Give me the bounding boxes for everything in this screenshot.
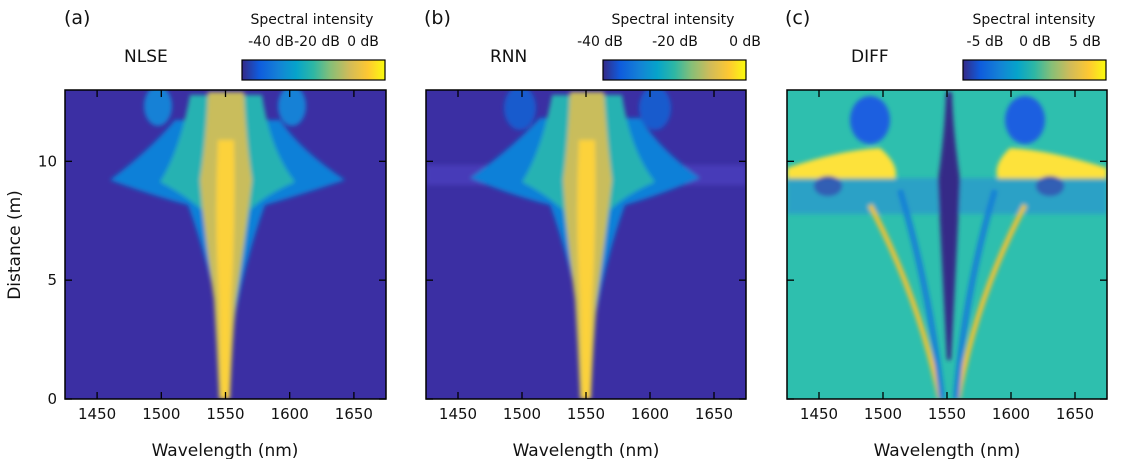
heatmap-c-inner-right	[953, 189, 998, 399]
x-tick-label: 1650	[1056, 405, 1094, 423]
x-tick-label: 1500	[864, 405, 902, 423]
heatmap-b-side-lobe-left	[504, 90, 536, 130]
x-ticks-c: 1450 1500 1550 1600 1650	[787, 90, 1107, 423]
panel-label-b: (b)	[424, 7, 451, 29]
colorbar-b	[602, 59, 747, 81]
x-axis-label-c: Wavelength (nm)	[874, 441, 1021, 459]
y-tick-label: 10	[38, 152, 57, 170]
heatmap-c	[787, 90, 1107, 399]
colorbar-tick-b-2: 0 dB	[729, 34, 761, 50]
colorbar-tick-a-0: -40 dB	[248, 34, 294, 50]
heatmap-c-yellow-band-right	[996, 148, 1107, 180]
panel-label-a: (a)	[64, 7, 90, 29]
panel-label-c: (c)	[785, 7, 810, 29]
x-axis-label-b: Wavelength (nm)	[513, 441, 660, 459]
colorbar-tick-b-0: -40 dB	[577, 34, 623, 50]
x-tick-label: 1600	[271, 405, 309, 423]
colorbar-title-c: Spectral intensity	[973, 12, 1096, 28]
x-tick-label: 1500	[142, 405, 180, 423]
x-tick-label: 1650	[695, 405, 733, 423]
heatmap-a	[65, 90, 386, 399]
x-tick-label: 1550	[206, 405, 244, 423]
heatmap-c-yellow-band-left	[787, 148, 896, 180]
heatmap-a-side-lobe-right	[278, 90, 306, 126]
colorbar-title-b: Spectral intensity	[612, 12, 735, 28]
x-tick-label: 1450	[439, 405, 477, 423]
x-tick-label: 1650	[335, 405, 373, 423]
colorbar-title-a: Spectral intensity	[251, 12, 374, 28]
panel-title-b: RNN	[490, 47, 527, 67]
heatmap-c-center-dip	[938, 92, 960, 360]
heatmap-a-side-lobe-left	[144, 90, 172, 126]
heatmap-b-side-lobe-right	[639, 90, 671, 130]
panel-title-a: NLSE	[124, 47, 168, 67]
heatmap-c-arc-right	[955, 203, 1028, 399]
x-ticks-b: 1450 1500 1550 1600 1650	[426, 90, 746, 423]
y-axis-label: Distance (m)	[5, 190, 25, 300]
x-tick-label: 1450	[800, 405, 838, 423]
heatmap-a-peak	[216, 140, 235, 399]
colorbar-tick-a-1: -20 dB	[294, 34, 340, 50]
panel-c: (c) DIFF Spectral intensity -5 dB 0 dB 5…	[785, 7, 1108, 459]
heatmap-b	[426, 90, 746, 399]
x-tick-label: 1550	[567, 405, 605, 423]
panel-b: (b) RNN Spectral intensity -40 dB -20 dB…	[424, 7, 761, 459]
x-ticks-a: 1450 1500 1550 1600 1650 0 5 10	[38, 90, 386, 423]
x-tick-label: 1600	[631, 405, 669, 423]
heatmap-c-inner-left	[897, 189, 945, 399]
x-axis-label-a: Wavelength (nm)	[152, 441, 299, 459]
colorbar-tick-b-1: -20 dB	[652, 34, 698, 50]
heatmap-c-blue-blob-right	[1005, 96, 1045, 144]
x-tick-label: 1450	[78, 405, 116, 423]
x-tick-label: 1500	[503, 405, 541, 423]
colorbar-tick-c-0: -5 dB	[967, 34, 1004, 50]
heatmap-b-peak	[577, 140, 596, 399]
x-tick-label: 1550	[928, 405, 966, 423]
panel-title-c: DIFF	[851, 47, 889, 67]
panel-a: (a) NLSE Spectral intensity -40 dB -20 d…	[38, 7, 387, 459]
y-tick-label: 5	[47, 271, 57, 289]
colorbar-a	[241, 59, 386, 81]
y-tick-label: 0	[47, 390, 57, 408]
heatmap-c-arc-left	[867, 203, 943, 399]
colorbar-c	[962, 59, 1107, 81]
heatmap-c-blue-blob-left	[850, 96, 890, 144]
colorbar-tick-c-1: 0 dB	[1019, 34, 1051, 50]
x-tick-label: 1600	[992, 405, 1030, 423]
colorbar-tick-c-2: 5 dB	[1069, 34, 1101, 50]
colorbar-tick-a-2: 0 dB	[347, 34, 379, 50]
